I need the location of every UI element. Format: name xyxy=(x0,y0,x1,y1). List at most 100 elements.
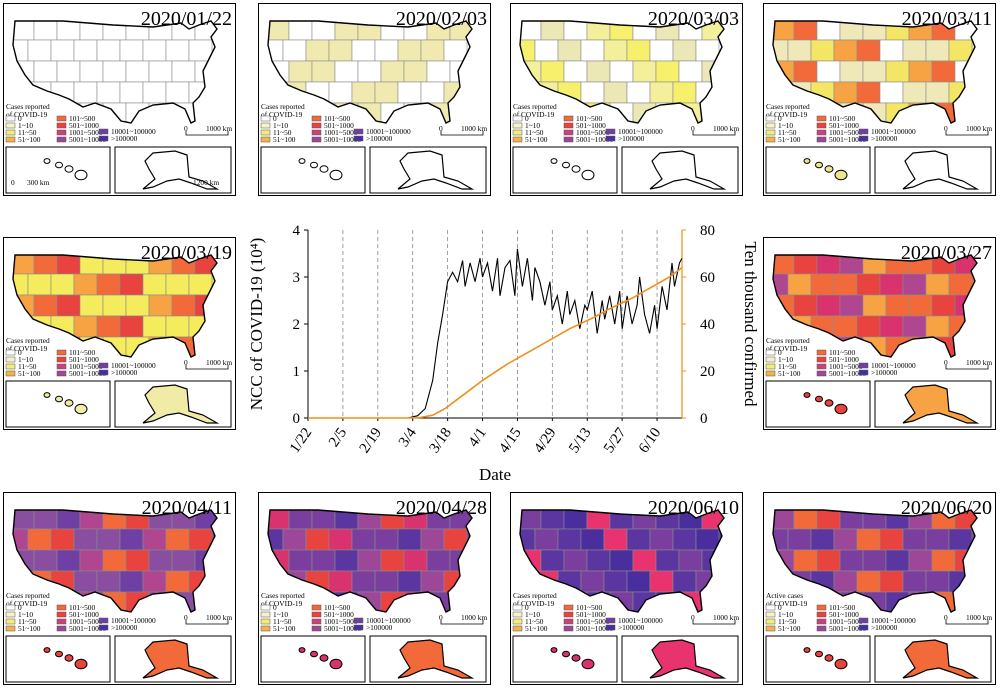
legend-swatch xyxy=(512,129,523,136)
map-panel: 2020/02/03 Cases reported of COVID-19 0 1~10… xyxy=(258,3,491,196)
legend-swatch xyxy=(98,624,109,631)
legend-label: >100000 xyxy=(111,623,138,632)
hawaii-island xyxy=(64,654,74,662)
state-tile xyxy=(626,528,651,551)
us-outline xyxy=(12,20,218,124)
state-tile xyxy=(420,81,445,104)
legend-label: 1~10 xyxy=(525,121,540,130)
legend-label: 501~1000 xyxy=(829,610,859,619)
legend-swatch xyxy=(816,611,827,618)
state-tile xyxy=(27,570,52,593)
left-tick-label: 0 xyxy=(293,411,301,427)
legend-label: 1001~5000 xyxy=(69,617,103,626)
us-outline xyxy=(267,509,473,613)
state-tile xyxy=(374,528,399,551)
legend-swatch xyxy=(353,135,364,142)
state-tile xyxy=(288,21,313,41)
state-tile xyxy=(655,549,680,572)
legend-label: 11~50 xyxy=(18,362,37,371)
scale-zero: 0 xyxy=(439,124,443,133)
x-tick-label: 4/15 xyxy=(496,425,524,456)
legend-label: 501~1000 xyxy=(69,355,99,364)
state-tile xyxy=(171,60,196,83)
legend-swatch xyxy=(765,136,776,143)
state-tile xyxy=(520,570,536,593)
legend-swatch xyxy=(858,128,869,135)
legend-label: 0 xyxy=(273,603,277,612)
state-tile xyxy=(580,81,605,104)
legend-swatch xyxy=(816,115,827,122)
state-tile xyxy=(695,528,720,551)
state-tile xyxy=(833,81,858,104)
state-tile xyxy=(816,60,841,83)
hawaii-island xyxy=(824,654,834,662)
state-tile xyxy=(56,294,81,317)
legend-title: of COVID-19 xyxy=(261,599,303,608)
state-tile xyxy=(165,528,190,551)
legend-swatch xyxy=(765,625,776,632)
right-tick-label: 80 xyxy=(700,223,715,239)
state-tile xyxy=(879,273,904,296)
legend-label: 11~50 xyxy=(525,128,544,137)
legend-label: 51~100 xyxy=(525,135,548,144)
state-tile xyxy=(586,549,611,572)
legend-swatch xyxy=(260,604,271,611)
legend-title: of COVID-19 xyxy=(6,344,48,353)
state-tile xyxy=(856,273,881,296)
legend-label: 101~500 xyxy=(324,114,350,123)
legend-label: 5001~10000 xyxy=(576,135,614,144)
state-tile xyxy=(856,528,881,551)
us-outline xyxy=(12,254,218,358)
legend-label: 1001~5000 xyxy=(69,362,103,371)
hawaii-island xyxy=(329,169,343,181)
state-tile xyxy=(540,60,565,83)
legend-swatch xyxy=(816,618,827,625)
state-tile xyxy=(816,549,841,572)
legend-label: 1~10 xyxy=(778,355,793,364)
state-tile xyxy=(102,255,127,275)
hawaii-island xyxy=(550,158,558,164)
legend-label: 0 xyxy=(18,348,22,357)
state-tile xyxy=(879,528,904,551)
state-tile xyxy=(902,315,927,338)
state-tile xyxy=(171,591,196,612)
state-tile xyxy=(165,315,190,338)
state-tile xyxy=(563,549,588,572)
state-tile xyxy=(885,60,910,83)
legend-swatch xyxy=(260,625,271,632)
map-frame xyxy=(763,237,996,430)
legend-label: 51~100 xyxy=(778,624,801,633)
state-tile xyxy=(142,315,167,338)
legend-swatch xyxy=(816,349,827,356)
state-tile xyxy=(557,39,582,62)
hawaii-island xyxy=(55,650,63,658)
legend-label: >100000 xyxy=(871,368,898,377)
state-tile xyxy=(165,570,190,593)
state-tile xyxy=(603,528,628,551)
legend-label: 11~50 xyxy=(273,617,292,626)
scale-label: 1000 km xyxy=(206,613,232,622)
legend-label: 0 xyxy=(778,114,782,123)
legend-swatch xyxy=(765,349,776,356)
legend-title: of COVID-19 xyxy=(766,599,808,608)
state-tile xyxy=(609,21,634,41)
state-tile xyxy=(787,81,812,104)
state-tile xyxy=(328,570,353,593)
scale-zero: 0 xyxy=(184,124,188,133)
legend-swatch xyxy=(311,618,322,625)
state-tile xyxy=(672,570,697,593)
state-tile xyxy=(695,570,720,593)
legend-title: of COVID-19 xyxy=(513,599,555,608)
state-tile xyxy=(79,549,104,572)
legend-title: Cases reported xyxy=(6,102,50,111)
legend-title: Cases reported xyxy=(261,102,305,111)
legend-swatch xyxy=(260,618,271,625)
state-tile xyxy=(816,294,841,317)
state-tile xyxy=(194,591,217,612)
legend-swatch xyxy=(858,362,869,369)
legend-label: 10001~100000 xyxy=(871,616,916,625)
